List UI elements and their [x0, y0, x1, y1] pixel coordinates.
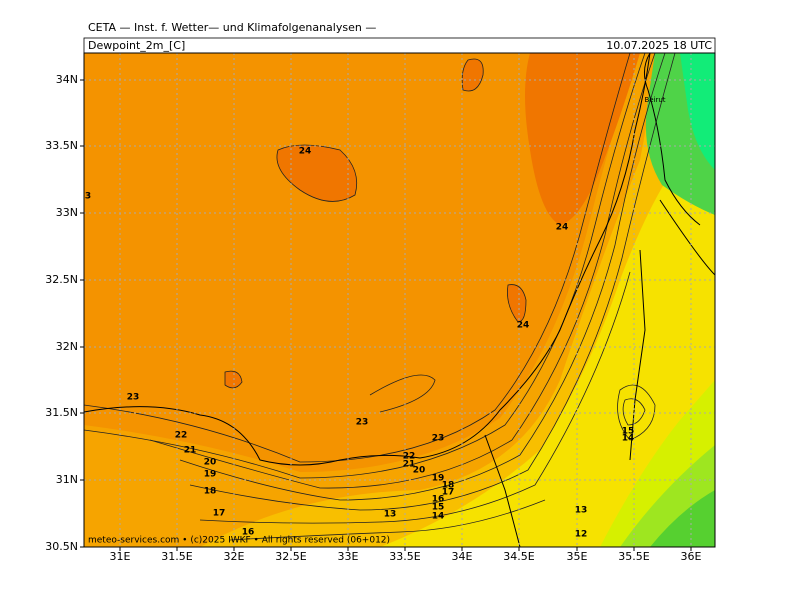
- contour-label: 23: [356, 418, 369, 428]
- latitude-label: 30.5N: [45, 540, 78, 553]
- contour-label: 16: [242, 528, 255, 538]
- contour-label: 23: [432, 434, 445, 444]
- latitude-label: 32N: [56, 340, 78, 353]
- longitude-label: 32.5E: [275, 550, 306, 563]
- contour-label: 15: [622, 427, 635, 437]
- latitude-label: 33.5N: [45, 139, 78, 152]
- contour-label: 14: [432, 512, 445, 522]
- longitude-label: 35.5E: [618, 550, 649, 563]
- contour-label: 20: [204, 458, 217, 468]
- contour-label: 24: [517, 321, 530, 331]
- longitude-label: 33E: [338, 550, 359, 563]
- map-field: [84, 53, 715, 547]
- contour-label: 17: [213, 509, 226, 519]
- latitude-label: 32.5N: [45, 273, 78, 286]
- contour-label: 24: [299, 147, 312, 157]
- longitude-label: 36E: [681, 550, 702, 563]
- latitude-label: 31N: [56, 473, 78, 486]
- contour-label: 20: [413, 466, 426, 476]
- contour-label: 18: [204, 487, 217, 497]
- contour-label: 15: [432, 503, 445, 513]
- graticule: [84, 53, 715, 547]
- longitude-label: 32E: [224, 550, 245, 563]
- latitude-label: 34N: [56, 73, 78, 86]
- place-label: Beirut: [644, 96, 665, 104]
- contour-label: 18: [442, 481, 455, 491]
- longitude-label: 34.5E: [503, 550, 534, 563]
- longitude-label: 31E: [110, 550, 131, 563]
- latitude-label: 31.5N: [45, 406, 78, 419]
- contour-label: 14: [622, 434, 635, 444]
- latitude-label: 33N: [56, 206, 78, 219]
- field-name: Dewpoint_2m_[C]: [88, 39, 185, 52]
- contour-label: 21: [184, 446, 197, 456]
- contour-label: 19: [204, 470, 217, 480]
- contour-label: 23: [127, 393, 140, 403]
- contour-label: 22: [175, 431, 188, 441]
- longitude-label: 34E: [452, 550, 473, 563]
- map-frame: [83, 52, 716, 548]
- contour-label: 13: [575, 506, 588, 516]
- longitude-label: 31.5E: [161, 550, 192, 563]
- footer: meteo-services.com • (c)2025 IWKF • All …: [88, 536, 390, 546]
- contour-label: 3: [85, 192, 91, 202]
- contour-label: 24: [556, 223, 569, 233]
- contour-label: 17: [442, 488, 455, 498]
- institute-header: CETA — Inst. f. Wetter— und Klimafolgena…: [88, 21, 376, 34]
- contour-label: 21: [403, 460, 416, 470]
- contour-label: 16: [432, 495, 445, 505]
- contour-label: 13: [384, 510, 397, 520]
- longitude-label: 35E: [567, 550, 588, 563]
- contour-label: 12: [575, 530, 588, 540]
- contour-label: 19: [432, 474, 445, 484]
- contour-label: 22: [403, 452, 416, 462]
- valid-time: 10.07.2025 18 UTC: [606, 39, 712, 52]
- longitude-label: 33.5E: [389, 550, 420, 563]
